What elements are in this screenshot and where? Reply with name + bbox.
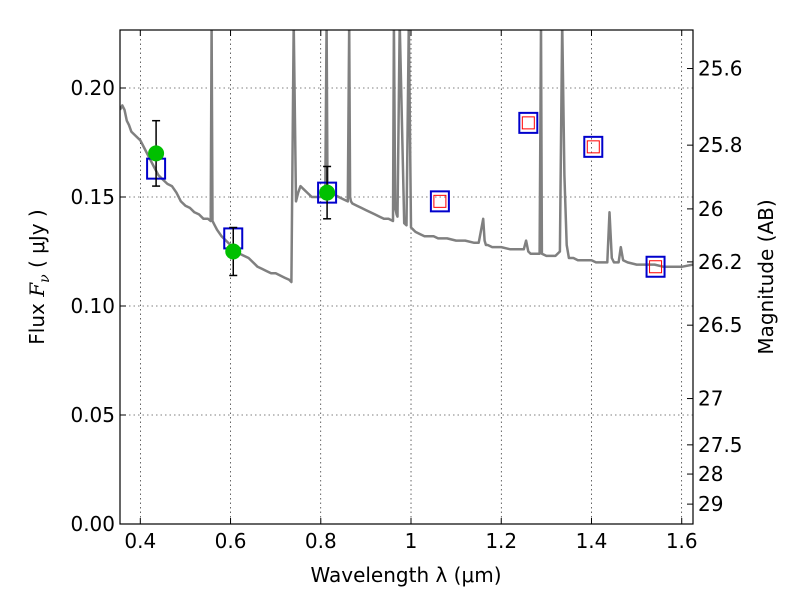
right-tick-label: 29 [698,492,723,516]
y-tick-label: 0.00 [70,512,115,536]
y-tick-label: 0.10 [70,294,115,318]
x-tick-label: 0.6 [215,529,247,553]
x-tick-label: 1 [405,529,418,553]
x-tick-label: 1.2 [485,529,517,553]
observed-point [148,145,165,162]
right-tick-label: 25.6 [698,57,743,81]
model-box-marker [429,190,450,213]
axes-ticks: 0.4 0.6 0.8 1 1.2 1.4 1.6 0.00 0.05 0.10 0.15 0.20 2… [70,30,743,553]
upper-limit-marker [586,140,600,154]
right-tick-label: 26 [698,197,723,221]
y-tick-label: 0.15 [70,185,115,209]
right-tick-label: 26.5 [698,313,743,337]
plot-area [120,30,693,284]
right-tick-label: 28 [698,462,723,486]
model-spectrum-line [120,30,693,284]
x-tick-label: 1.4 [576,529,608,553]
right-tick-label: 27.5 [698,433,743,457]
y-tick-label: 0.05 [70,403,115,427]
plot-frame [119,29,694,525]
observed-point [225,243,242,260]
model-box-marker [583,135,604,158]
upper-limit-marker [521,116,535,130]
right-axis-label: Magnitude (AB) [754,199,778,354]
x-axis-label: Wavelength λ (μm) [310,563,501,587]
grid [120,30,693,524]
right-tick-label: 26.2 [698,250,743,274]
upper-limit-marker [433,194,447,208]
right-tick-label: 27 [698,387,723,411]
x-tick-label: 0.8 [305,529,337,553]
upper-limit-marker [649,260,663,274]
y-tick-label: 0.20 [70,76,115,100]
y-axis-label: Flux Fν ( μJy ) [25,209,53,344]
model-box-marker [645,255,666,278]
x-tick-label: 1.6 [666,529,698,553]
observed-point [319,184,336,201]
model-box-marker [518,111,539,134]
right-tick-label: 25.8 [698,133,743,157]
x-tick-label: 0.4 [124,529,156,553]
